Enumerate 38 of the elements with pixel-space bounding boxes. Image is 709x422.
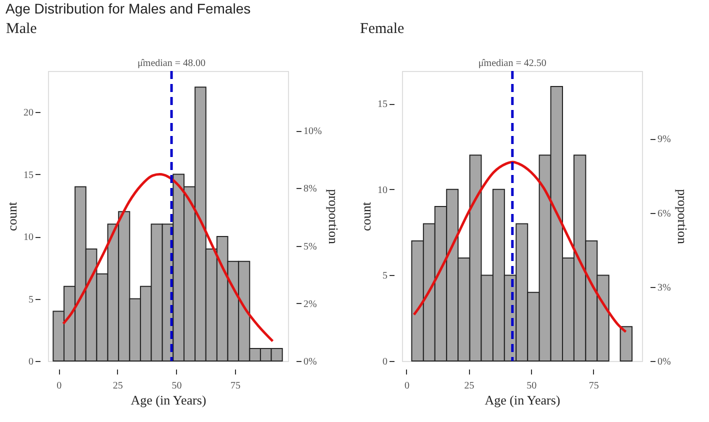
y2-tick-label: 0% xyxy=(658,356,671,368)
x-axis-title: Age (in Years) xyxy=(130,392,206,408)
x-tick-label: 50 xyxy=(172,380,182,392)
y-tick-label: 0 xyxy=(382,356,388,368)
y-axis-title: count xyxy=(4,202,20,231)
y2-tick-label: 2% xyxy=(304,298,317,310)
y2-axis-title: proportion xyxy=(674,189,690,244)
y-tick-label: 10 xyxy=(24,232,34,244)
chart-title: Female xyxy=(360,21,404,37)
ref-line-label: μ̂median = 42.50 xyxy=(478,58,546,69)
y-tick-label: 15 xyxy=(378,99,388,110)
y2-tick-label: 0% xyxy=(304,356,317,368)
x-tick-label: 75 xyxy=(588,380,599,392)
y-axis-title: count xyxy=(358,202,374,231)
y-tick-label: 5 xyxy=(382,270,388,282)
y2-tick-label: 5% xyxy=(304,241,317,252)
y2-tick-label: 9% xyxy=(658,134,671,146)
x-tick-label: 0 xyxy=(56,380,62,392)
x-tick-label: 50 xyxy=(526,380,537,392)
y2-tick-label: 6% xyxy=(658,208,671,220)
x-tick-label: 25 xyxy=(464,380,474,392)
y2-tick-label: 8% xyxy=(304,184,317,195)
y-tick-label: 15 xyxy=(24,170,34,181)
y2-axis-title: proportion xyxy=(326,189,341,244)
line-series xyxy=(62,173,274,342)
x-tick-label: 75 xyxy=(230,380,241,392)
y-tick-label: 5 xyxy=(28,294,34,306)
chart-subtitle: Male xyxy=(6,21,38,37)
x-axis-title: Age (in Years) xyxy=(484,392,560,408)
y-tick-label: 20 xyxy=(24,108,34,119)
y-tick-label: 10 xyxy=(378,184,388,196)
y2-tick-label: 10% xyxy=(304,126,322,138)
y2-tick-label: 3% xyxy=(658,282,671,294)
ref-line-label: μ̂median = 48.00 xyxy=(138,58,206,69)
x-tick-label: 25 xyxy=(112,380,123,392)
x-tick-label: 0 xyxy=(404,380,410,392)
chart-title: Age Distribution for Males and Females xyxy=(6,0,251,16)
y-tick-label: 0 xyxy=(28,356,34,368)
